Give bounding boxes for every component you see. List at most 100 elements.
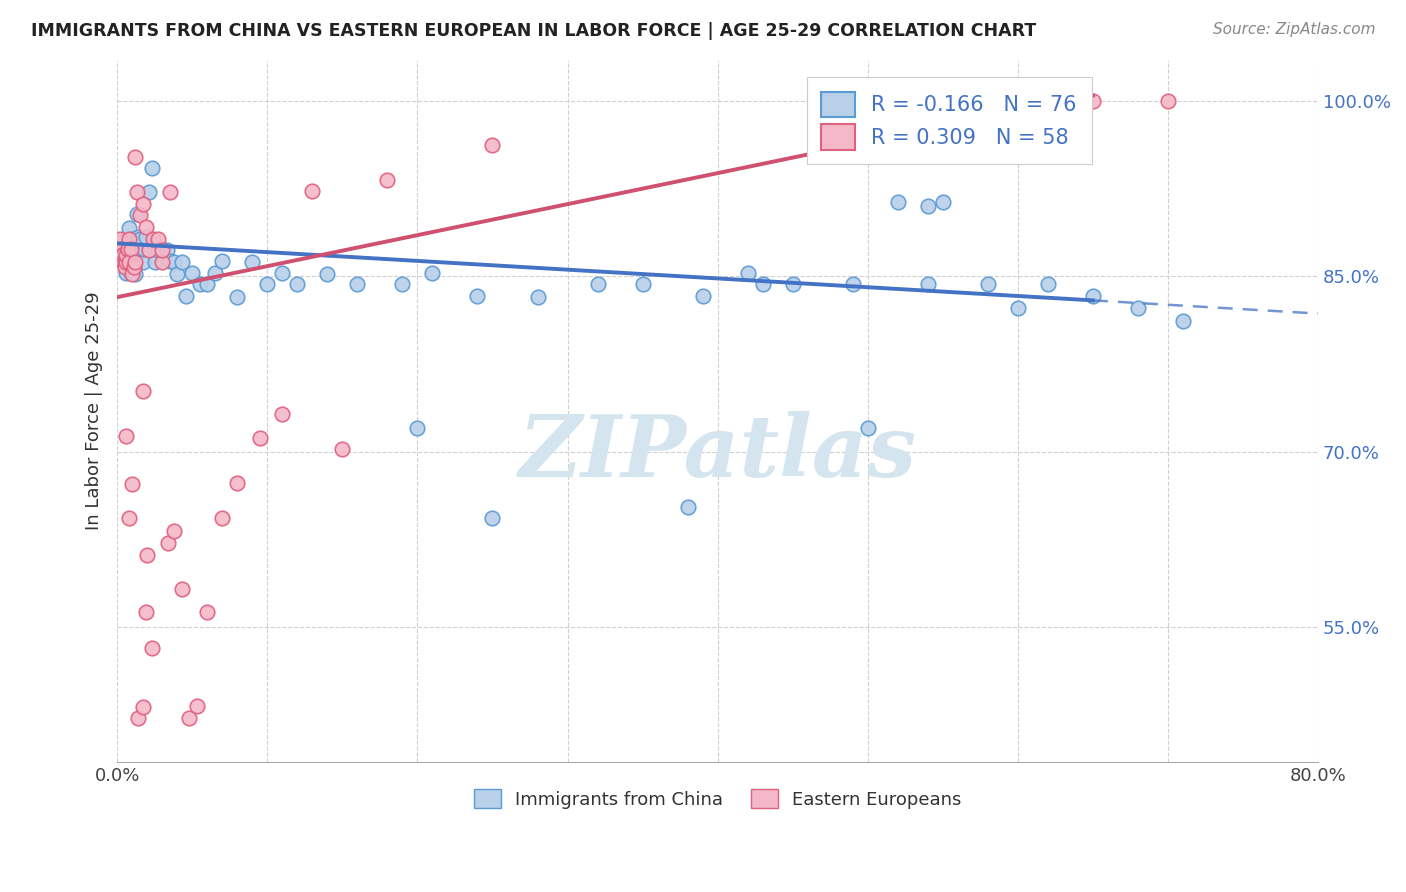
Point [122,244,145,258]
Legend: Immigrants from China, Eastern Europeans: Immigrants from China, Eastern Europeans [467,782,969,816]
Point [163,255,186,269]
Point [141,161,163,176]
Point [179,711,201,725]
Point [107,242,129,256]
Point [1007,301,1029,315]
Point [467,289,489,303]
Point [111,248,134,262]
Point [118,255,141,269]
Point [1081,289,1104,303]
Point [108,232,131,246]
Point [1081,94,1104,108]
Point [285,277,308,292]
Point [118,233,141,247]
Point [170,255,193,269]
Point [117,252,139,267]
Point [120,242,142,256]
Point [166,267,188,281]
Point [301,184,323,198]
Point [115,248,138,262]
Point [692,289,714,303]
Point [842,277,865,292]
Point [125,207,148,221]
Point [737,266,759,280]
Point [170,582,193,596]
Text: IMMIGRANTS FROM CHINA VS EASTERN EUROPEAN IN LABOR FORCE | AGE 25-29 CORRELATION: IMMIGRANTS FROM CHINA VS EASTERN EUROPEA… [31,22,1036,40]
Point [256,277,278,292]
Point [135,219,157,234]
Point [481,511,503,525]
Point [125,185,148,199]
Point [932,138,955,153]
Point [917,199,939,213]
Point [108,236,131,251]
Point [249,431,271,445]
Point [115,266,138,280]
Point [1171,313,1194,327]
Point [150,244,173,258]
Point [127,230,149,244]
Point [146,244,169,258]
Point [124,150,146,164]
Point [117,244,139,258]
Point [157,536,180,550]
Point [211,511,233,525]
Point [977,277,1000,292]
Point [124,255,146,269]
Point [111,247,134,261]
Point [346,277,368,292]
Point [114,255,136,269]
Text: ZIPatlas: ZIPatlas [519,411,917,494]
Point [111,242,134,256]
Point [118,221,141,235]
Point [114,236,136,251]
Point [115,248,138,262]
Point [118,511,141,525]
Point [120,266,142,280]
Point [121,255,143,269]
Point [138,244,160,258]
Point [108,244,131,258]
Point [142,232,165,246]
Point [112,255,135,269]
Point [586,277,609,292]
Point [128,208,150,222]
Point [112,238,135,252]
Text: Source: ZipAtlas.com: Source: ZipAtlas.com [1212,22,1375,37]
Point [121,232,143,246]
Point [114,260,136,274]
Point [112,248,135,262]
Point [377,173,399,187]
Point [159,253,181,268]
Point [271,266,294,280]
Point [1036,277,1059,292]
Point [1126,301,1149,315]
Point [112,234,135,248]
Point [134,242,156,256]
Point [124,267,146,281]
Point [751,277,773,292]
Point [240,255,263,269]
Point [1007,94,1029,108]
Point [150,255,173,269]
Point [127,711,149,725]
Y-axis label: In Labor Force | Age 25-29: In Labor Force | Age 25-29 [86,292,103,530]
Point [132,196,155,211]
Point [136,548,159,562]
Point [887,195,910,210]
Point [406,421,429,435]
Point [107,236,129,251]
Point [143,255,166,269]
Point [121,477,143,491]
Point [132,384,155,398]
Point [186,698,208,713]
Point [115,255,138,269]
Point [122,260,145,274]
Point [676,500,699,514]
Point [117,242,139,256]
Point [195,605,218,619]
Point [135,230,157,244]
Point [108,238,131,252]
Point [156,244,179,258]
Point [117,242,139,256]
